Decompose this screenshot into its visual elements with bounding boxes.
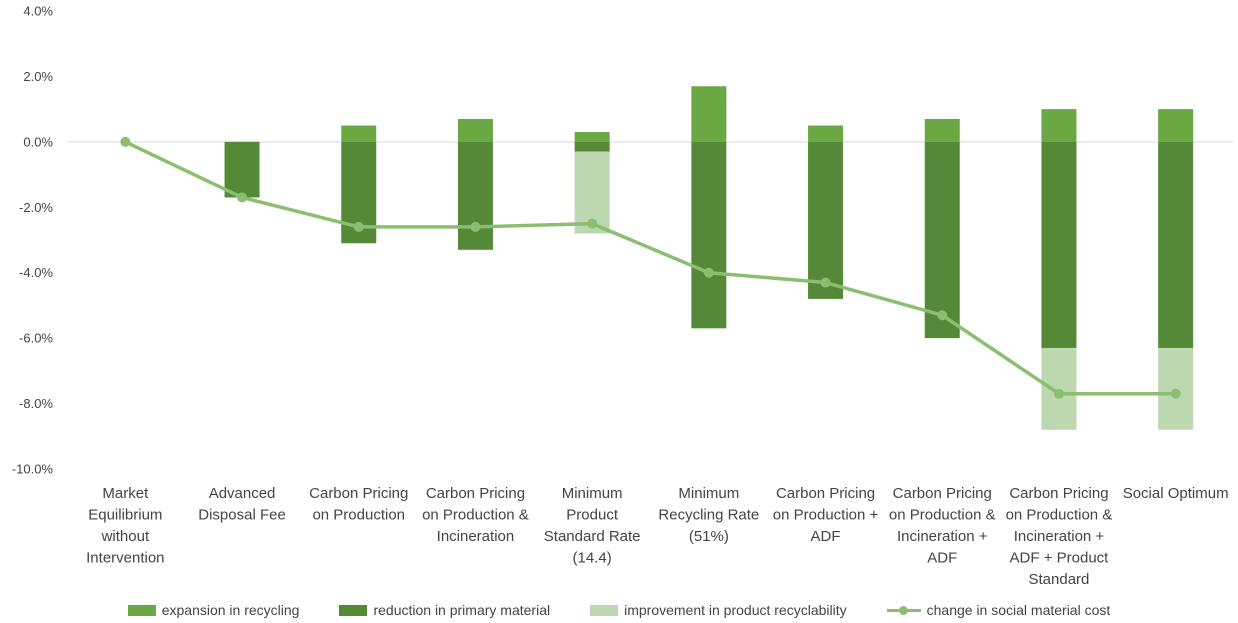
bar-expansion	[1158, 109, 1194, 142]
legend-item-expansion: expansion in recycling	[127, 602, 300, 618]
bar-reduction	[224, 141, 260, 198]
y-tick-label: 0.0%	[23, 134, 53, 149]
point-social-cost	[237, 192, 248, 203]
x-tick-label: Market Equilibrium without Intervention	[86, 485, 164, 567]
chart-plot-area: 4.0% 2.0% 0.0% -2.0% -4.0% -6.0% -8.0% -10.0% Ma…	[12, 4, 1234, 588]
bar-expansion	[1041, 109, 1077, 142]
legend-item-improvement: improvement in product recyclability	[590, 602, 847, 618]
bar-reduction	[924, 141, 960, 339]
y-tick-label: -6.0%	[19, 331, 53, 346]
series-line-social-cost	[124, 140, 1176, 396]
y-tick-label: -10.0%	[12, 462, 54, 477]
bar-reduction	[808, 141, 844, 299]
x-tick-label: Social Optimum	[1123, 485, 1229, 502]
legend-item-cost: change in social material cost	[886, 602, 1111, 618]
point-social-cost	[1170, 388, 1181, 399]
legend-item-reduction: reduction in primary material	[339, 602, 550, 618]
chart-legend: expansion in recycling reduction in prim…	[0, 598, 1238, 622]
point-social-cost	[820, 277, 831, 288]
x-tick-label: Carbon Pricing on Production	[309, 485, 408, 524]
bar-reduction	[691, 141, 727, 329]
legend-swatch-improvement	[590, 604, 619, 616]
legend-label-cost: change in social material cost	[926, 602, 1111, 618]
bar-expansion	[808, 125, 844, 142]
point-social-cost	[120, 136, 131, 147]
y-tick-label: 4.0%	[23, 4, 53, 19]
x-tick-label: Minimum Product Standard Rate (14.4)	[544, 485, 641, 567]
bar-reduction	[1041, 141, 1077, 348]
legend-label-improvement: improvement in product recyclability	[624, 602, 847, 618]
y-tick-label: -4.0%	[19, 265, 53, 280]
bar-expansion	[457, 118, 493, 142]
x-tick-label: Minimum Recycling Rate (51%)	[658, 485, 759, 545]
x-tick-label: Carbon Pricing on Production & Incineratio…	[889, 485, 996, 567]
legend-label-expansion: expansion in recycling	[161, 602, 300, 618]
bar-expansion	[574, 132, 610, 142]
x-tick-label: Carbon Pricing on Production + ADF	[773, 485, 879, 545]
point-social-cost	[353, 221, 364, 232]
legend-swatch-cost	[886, 605, 921, 616]
point-social-cost	[470, 221, 481, 232]
bar-expansion	[691, 86, 727, 142]
bar-reduction	[1158, 141, 1194, 348]
point-social-cost	[587, 218, 598, 229]
bar-reduction	[457, 141, 493, 250]
x-tick-label: Advanced Disposal Fee	[198, 485, 286, 524]
y-tick-label: -8.0%	[19, 396, 53, 411]
bar-expansion	[924, 118, 960, 142]
point-social-cost	[703, 267, 714, 278]
y-tick-label: 2.0%	[23, 69, 53, 84]
x-tick-label: Carbon Pricing on Production & Incineratio…	[1006, 485, 1113, 588]
y-tick-label: -2.0%	[19, 200, 53, 215]
point-social-cost	[1053, 388, 1064, 399]
point-social-cost	[937, 310, 948, 321]
legend-swatch-expansion	[127, 604, 156, 616]
legend-swatch-reduction	[339, 604, 368, 616]
legend-label-reduction: reduction in primary material	[373, 602, 551, 618]
bar-reduction	[574, 141, 610, 152]
bar-expansion	[341, 125, 377, 142]
x-tick-label: Carbon Pricing on Production & Incineratio…	[422, 485, 529, 545]
